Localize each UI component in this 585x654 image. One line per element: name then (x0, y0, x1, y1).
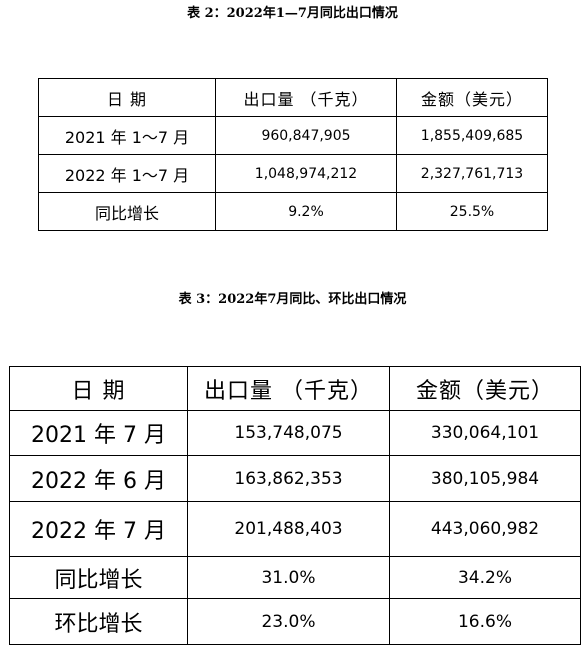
row-date: 2022 年 1～7 月 (38, 154, 216, 193)
table-header-row: 日 期 出口量 （千克） 金额（美元） (9, 366, 581, 411)
row-date: 环比增长 (9, 598, 188, 645)
row-date: 2022 年 7 月 (9, 501, 188, 557)
row-amount: 330,064,101 (389, 410, 581, 456)
row-volume: 960,847,905 (215, 116, 397, 155)
table-row: 同比增长 9.2% 25.5% (38, 192, 548, 231)
header-amount: 金额（美元） (389, 366, 581, 411)
row-amount: 2,327,761,713 (396, 154, 548, 193)
row-amount: 34.2% (389, 556, 581, 599)
header-export-volume: 出口量 （千克） (187, 366, 390, 411)
row-volume: 153,748,075 (187, 410, 390, 456)
row-amount: 1,855,409,685 (396, 116, 548, 155)
row-volume: 23.0% (187, 598, 390, 645)
row-date: 2021 年 1～7 月 (38, 116, 216, 155)
row-amount: 16.6% (389, 598, 581, 645)
row-date: 2021 年 7 月 (9, 410, 188, 456)
table-row: 环比增长 23.0% 16.6% (9, 598, 581, 645)
table-row: 2021 年 1～7 月 960,847,905 1,855,409,685 (38, 116, 548, 155)
row-date: 2022 年 6 月 (9, 455, 188, 502)
row-amount: 25.5% (396, 192, 548, 231)
header-export-volume: 出口量 （千克） (215, 78, 397, 117)
row-date: 同比增长 (38, 192, 216, 231)
table-row: 2022 年 1～7 月 1,048,974,212 2,327,761,713 (38, 154, 548, 193)
table3-caption: 表 3：2022年7月同比、环比出口情况 (178, 292, 407, 307)
table-row: 2022 年 7 月 201,488,403 443,060,982 (9, 501, 581, 557)
row-date: 同比增长 (9, 556, 188, 599)
table-row: 2021 年 7 月 153,748,075 330,064,101 (9, 410, 581, 456)
row-volume: 1,048,974,212 (215, 154, 397, 193)
table-header-row: 日 期 出口量 （千克） 金额（美元） (38, 78, 548, 117)
row-amount: 380,105,984 (389, 455, 581, 502)
header-date: 日 期 (38, 78, 216, 117)
table3-july-yoy-mom-export: 日 期 出口量 （千克） 金额（美元） 2021 年 7 月 153,748,0… (9, 366, 581, 645)
row-volume: 31.0% (187, 556, 390, 599)
table2-jan-jul-yoy-export: 日 期 出口量 （千克） 金额（美元） 2021 年 1～7 月 960,847… (38, 78, 548, 231)
row-volume: 9.2% (215, 192, 397, 231)
header-amount: 金额（美元） (396, 78, 548, 117)
row-amount: 443,060,982 (389, 501, 581, 557)
header-date: 日 期 (9, 366, 188, 411)
table-row: 同比增长 31.0% 34.2% (9, 556, 581, 599)
row-volume: 201,488,403 (187, 501, 390, 557)
table2-caption: 表 2：2022年1—7月同比出口情况 (187, 6, 398, 21)
table-row: 2022 年 6 月 163,862,353 380,105,984 (9, 455, 581, 502)
row-volume: 163,862,353 (187, 455, 390, 502)
